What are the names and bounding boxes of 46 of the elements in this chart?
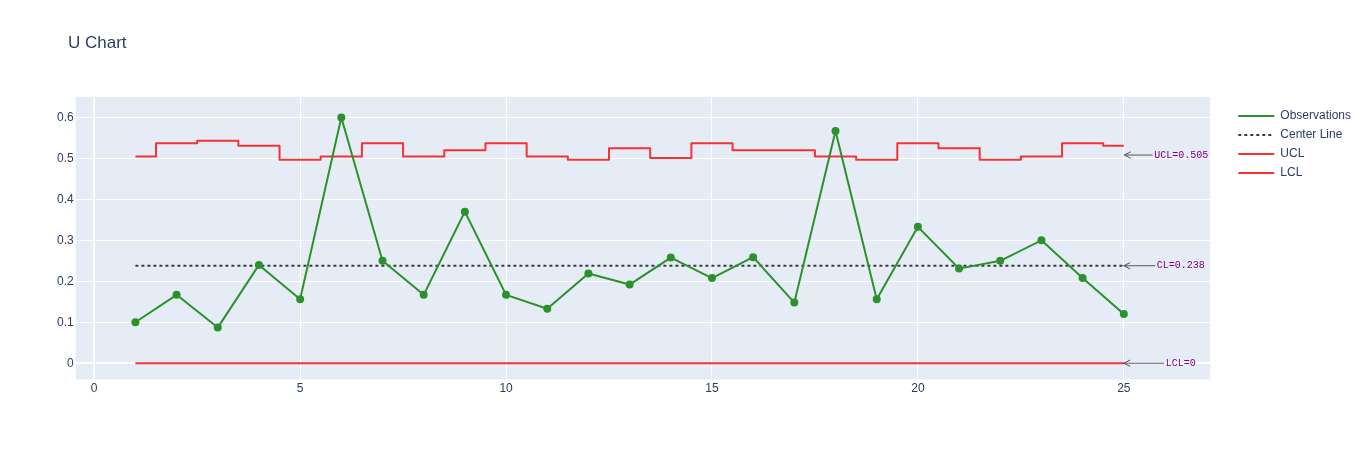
point [254, 260, 263, 269]
point [460, 207, 469, 216]
y-tick-label: 0.1 [56, 314, 74, 329]
point [378, 256, 387, 265]
annotation: UCL=0.505 [1154, 149, 1209, 161]
x-tick-label: 0 [90, 381, 98, 396]
point [749, 253, 758, 262]
point [1037, 236, 1046, 245]
x-tick-label: 5 [296, 381, 304, 396]
legend-label: Observations [1280, 108, 1351, 123]
annotation: CL=0.238 [1156, 260, 1205, 272]
legend-label: UCL [1280, 146, 1305, 161]
x-tick-label: 10 [499, 381, 514, 396]
point [790, 298, 799, 307]
chart-title: U Chart [68, 33, 127, 53]
point [337, 113, 346, 122]
point [131, 318, 140, 327]
annotation: LCL=0 [1165, 357, 1196, 369]
x-tick-label: 15 [705, 381, 719, 396]
x-tick-label: 20 [911, 381, 925, 396]
point [666, 253, 675, 262]
point [584, 269, 593, 278]
point [213, 323, 222, 332]
point [625, 280, 634, 289]
point [831, 126, 840, 135]
point [707, 274, 716, 283]
x-tick-label: 25 [1117, 381, 1131, 396]
y-tick-label: 0 [66, 355, 74, 370]
y-tick-label: 0.3 [56, 232, 74, 247]
y-tick-label: 0.6 [56, 109, 74, 124]
point [543, 304, 552, 313]
point [1119, 310, 1128, 319]
point [172, 290, 181, 299]
point [296, 295, 305, 304]
point [502, 290, 511, 299]
point [419, 290, 428, 299]
legend-label: LCL [1280, 165, 1303, 180]
y-tick-label: 0.5 [56, 150, 74, 165]
point [1078, 274, 1087, 283]
point [996, 256, 1005, 265]
point [872, 295, 881, 304]
y-tick-label: 0.2 [56, 273, 74, 288]
point [913, 222, 922, 231]
point [955, 264, 964, 273]
legend-label: Center Line [1280, 127, 1343, 142]
y-tick-label: 0.4 [56, 191, 74, 206]
